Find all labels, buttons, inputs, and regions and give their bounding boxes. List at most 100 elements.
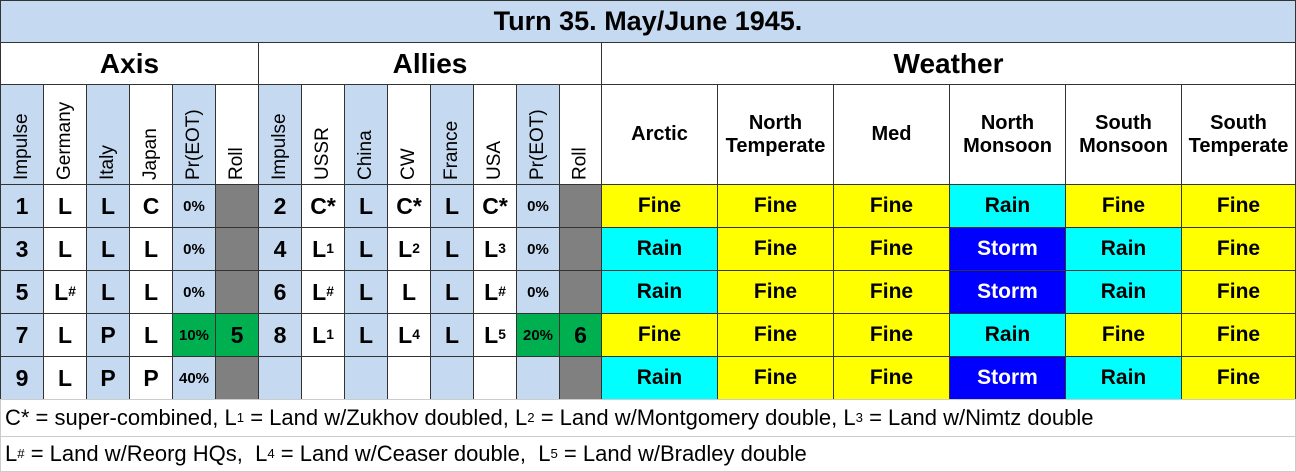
column-header: CW xyxy=(387,84,431,185)
data-cell xyxy=(215,227,259,271)
data-cell xyxy=(215,184,259,228)
column-header: Arctic xyxy=(601,84,718,185)
data-cell: C xyxy=(129,184,173,228)
data-cell: L xyxy=(344,227,388,271)
data-cell: L xyxy=(86,184,130,228)
legend-text: = Land w/Reorg HQs, L xyxy=(24,441,268,466)
data-cell: C* xyxy=(387,184,431,228)
data-cell: 1 xyxy=(0,184,44,228)
weather-cell: Storm xyxy=(949,270,1066,314)
weather-cell: Fine xyxy=(1181,270,1296,314)
cell-text: L xyxy=(312,278,327,305)
data-cell: L xyxy=(430,184,474,228)
weather-cell: Storm xyxy=(949,356,1066,400)
data-cell xyxy=(387,356,431,400)
data-cell: L xyxy=(86,270,130,314)
data-cell xyxy=(215,356,259,400)
data-cell: 0% xyxy=(172,270,216,314)
data-cell: L # xyxy=(43,270,87,314)
data-cell: L xyxy=(430,270,474,314)
data-cell: 0% xyxy=(516,227,560,271)
data-cell: L xyxy=(344,184,388,228)
data-cell xyxy=(559,270,602,314)
column-header: South Temperate xyxy=(1181,84,1296,185)
weather-cell: Fine xyxy=(833,184,950,228)
section-title: Weather xyxy=(601,42,1296,85)
data-cell xyxy=(258,356,302,400)
section-title: Axis xyxy=(0,42,259,85)
data-cell: 0% xyxy=(172,227,216,271)
data-cell: 7 xyxy=(0,313,44,357)
data-cell: 40% xyxy=(172,356,216,400)
data-cell: L xyxy=(129,270,173,314)
data-cell: 0% xyxy=(516,184,560,228)
data-cell: C* xyxy=(473,184,517,228)
weather-cell: Fine xyxy=(1181,356,1296,400)
data-cell xyxy=(344,356,388,400)
data-cell: L xyxy=(344,313,388,357)
data-cell: 5 xyxy=(0,270,44,314)
column-header: France xyxy=(430,84,474,185)
data-cell: L xyxy=(387,270,431,314)
data-cell: 6 xyxy=(258,270,302,314)
weather-cell: Rain xyxy=(1065,356,1182,400)
column-header: Impulse xyxy=(0,84,44,185)
data-cell: L xyxy=(129,313,173,357)
column-header: South Monsoon xyxy=(1065,84,1182,185)
column-header: USA xyxy=(473,84,517,185)
weather-cell: Fine xyxy=(833,313,950,357)
data-cell: P xyxy=(129,356,173,400)
data-cell: L xyxy=(86,227,130,271)
column-header: Roll xyxy=(215,84,259,185)
column-header: Pr(EOT) xyxy=(516,84,560,185)
data-cell xyxy=(430,356,474,400)
column-header: Pr(EOT) xyxy=(172,84,216,185)
weather-cell: Fine xyxy=(717,270,834,314)
data-cell: L xyxy=(129,227,173,271)
title: Turn 35. May/June 1945. xyxy=(0,0,1296,43)
data-cell: 0% xyxy=(516,270,560,314)
cell-text: L xyxy=(484,278,499,305)
weather-cell: Rain xyxy=(949,313,1066,357)
column-header: USSR xyxy=(301,84,345,185)
weather-cell: Fine xyxy=(833,356,950,400)
column-header: North Temperate xyxy=(717,84,834,185)
legend-text: L xyxy=(5,441,18,466)
cell-text: L xyxy=(312,321,327,348)
data-cell xyxy=(516,356,560,400)
data-cell: 8 xyxy=(258,313,302,357)
cell-text: L xyxy=(484,235,499,262)
cell-text: L xyxy=(484,321,499,348)
data-cell: 2 xyxy=(258,184,302,228)
weather-cell: Fine xyxy=(601,313,718,357)
weather-cell: Rain xyxy=(1065,270,1182,314)
data-cell: 3 xyxy=(0,227,44,271)
weather-cell: Fine xyxy=(1181,227,1296,271)
data-cell: 10% xyxy=(172,313,216,357)
data-cell xyxy=(559,184,602,228)
cell-text: L xyxy=(312,235,327,262)
column-header: Italy xyxy=(86,84,130,185)
column-header: Roll xyxy=(559,84,602,185)
legend-text: = Land w/Montgomery double, L xyxy=(534,405,856,430)
legend-text: = Land w/Zukhov doubled, L xyxy=(244,405,528,430)
data-cell xyxy=(559,356,602,400)
weather-cell: Fine xyxy=(1181,184,1296,228)
data-cell xyxy=(215,270,259,314)
data-cell: P xyxy=(86,356,130,400)
data-cell: 6 xyxy=(559,313,602,357)
column-header: North Monsoon xyxy=(949,84,1066,185)
data-cell: L xyxy=(430,227,474,271)
data-cell: L xyxy=(43,184,87,228)
weather-cell: Fine xyxy=(717,356,834,400)
weather-cell: Fine xyxy=(1065,184,1182,228)
weather-cell: Fine xyxy=(833,227,950,271)
column-header: Japan xyxy=(129,84,173,185)
data-cell: L xyxy=(43,356,87,400)
